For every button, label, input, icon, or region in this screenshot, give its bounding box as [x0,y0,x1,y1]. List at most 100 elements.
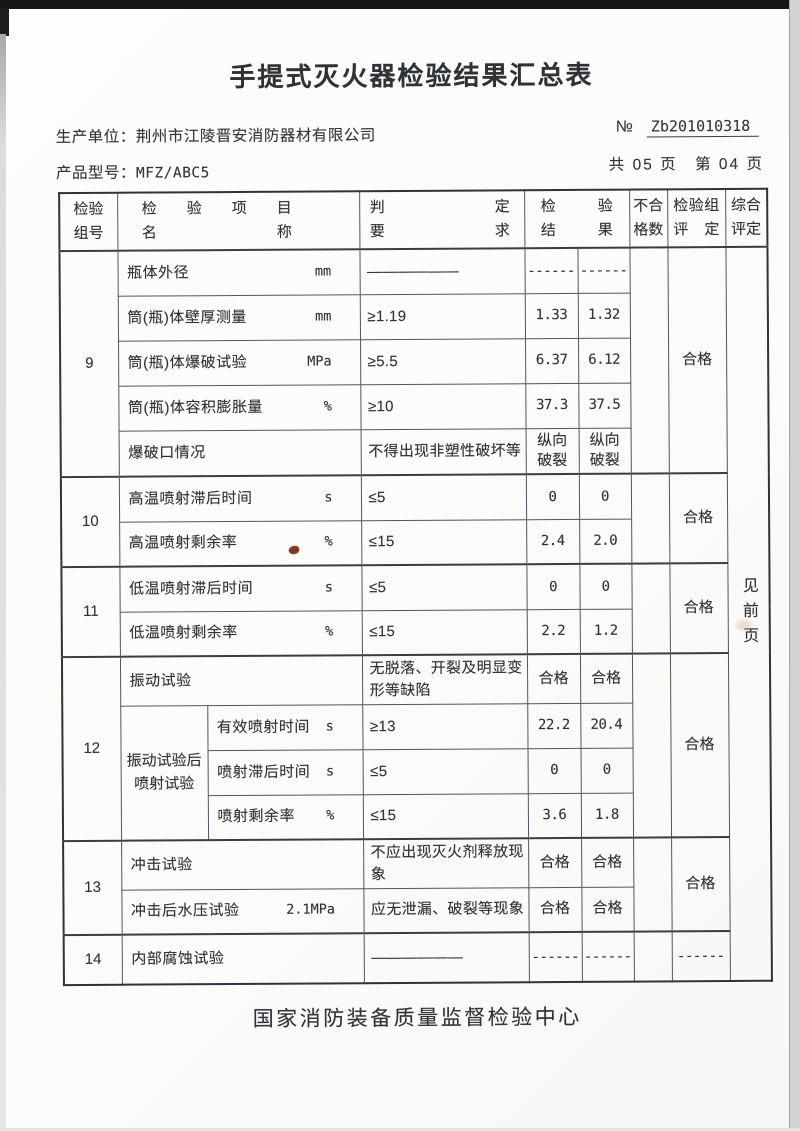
pages-info: 共 05 页 第 04 页 [608,155,765,174]
requirement: ≤5 [360,474,527,521]
result-1: 合格 [526,653,581,704]
item-unit: MPa [307,353,332,370]
scan-edge-left [0,34,6,1131]
col-header-requirement: 判定 要求 [359,190,525,250]
result-1: 0 [527,747,581,794]
item-name: 低温喷射滞后时间 [128,579,254,598]
item-name: 振动试验 [129,672,192,690]
result-1: 纵向破裂 [525,427,579,475]
result-1: 1.33 [524,292,579,339]
requirement: ≤15 [361,519,527,566]
requirement: ≥1.19 [359,293,526,340]
item-name: 筒(瓶)体容积膨胀量 [127,398,263,417]
item-name: 喷射滞后时间 [217,763,311,781]
table-row: 11 低温喷射滞后时间 s ≤5 0 0 合格 [61,563,769,658]
scan-edge-left-top [0,8,9,36]
item-cell: 筒(瓶)体爆破试验 MPa [118,339,361,386]
group-id: 12 [61,656,122,842]
table-row: 10 高温喷射滞后时间 s ≤5 0 0 合格 [60,473,769,568]
result-2: 纵向破裂 [578,427,631,474]
fail-count-cell [629,247,669,474]
requirement: —————— [359,248,525,295]
requirement: 不得出现非塑性破坏等 [360,428,526,476]
item-cell: 内部腐蚀试验 [121,933,364,985]
requirement: 无脱落、开裂及明显变形等缺陷 [361,654,528,705]
item-cell: 喷射剩余率% [207,794,364,841]
result-1: 3.6 [527,792,582,839]
item-name: 内部腐蚀试验 [131,950,225,968]
table-row: 9 瓶体外径 mm —————— ------ ------ 合格 见前页 [59,246,772,981]
group-eval: 合格 [671,836,730,932]
footer-org-name: 国家消防装备质量监督检验中心 [252,1005,582,1031]
result-2: ------ [581,931,634,982]
item-name: 筒(瓶)体壁厚测量 [127,308,247,327]
result-1: 37.3 [525,382,579,429]
col-header-item: 检验项目 名称 [117,191,360,251]
requirement: 应无泄漏、破裂等现象 [363,887,529,934]
item-unit: s [324,579,334,596]
result-1: 合格 [528,886,582,933]
result-2: 1.8 [580,792,634,838]
results-table: 检验 组号 检验项目 名称 判定 要求 [58,187,773,987]
result-2: 0 [580,747,633,793]
result-1: ------ [524,247,578,294]
group-id: 13 [63,840,122,936]
result-2: 0 [579,563,632,609]
result-1: 2.2 [526,608,580,655]
col-header-fail-count: 不合 格数 [629,189,668,248]
group-id: 11 [61,566,120,658]
producer-value: 荆州市江陵晋安消防器材有限公司 [135,127,376,146]
result-1: ------ [528,931,582,983]
item-cell: 筒(瓶)体容积膨胀量% [118,384,361,431]
item-cell: 冲击后水压试验 2.1MPa [121,888,364,935]
group-id: 14 [63,934,122,986]
fail-count-cell [631,653,672,838]
scan-edge-right [789,0,800,1131]
result-1: 0 [525,473,580,520]
group-eval: 合格 [668,473,728,564]
item-name: 高温喷射剩余率 [128,534,238,553]
item-cell: 高温喷射滞后时间 s [118,475,362,522]
result-2: 合格 [581,837,634,887]
result-2: 1.32 [577,292,631,338]
doc-no-line: № Zb201010318 [616,116,759,138]
item-name: 瓶体外径 [127,264,190,282]
item-cell: 瓶体外径 mm [117,249,360,296]
producer-line: 生产单位：荆州市江陵晋安消防器材有限公司 [56,123,376,147]
item-cell: 振动试验 [119,655,363,706]
col-header-group-no: 检验 组号 [59,192,118,252]
item-unit: % [325,623,334,640]
scan-edge-top [0,0,796,9]
item-cell: 筒(瓶)体壁厚测量 mm [117,294,361,341]
item-unit: % [323,398,332,415]
col-header-result: 检验 结果 [524,189,630,249]
requirement: ≥13 [362,703,528,750]
col-header-overall-eval: 综合 评定 [725,188,768,248]
requirement: 不应出现灭火剂释放现象 [363,838,529,889]
item-name: 有效喷射时间 [216,718,310,736]
result-1: 22.2 [527,702,581,749]
group-id: 9 [59,250,119,478]
result-1: 6.37 [525,337,579,384]
item-name: 高温喷射滞后时间 [128,489,253,508]
result-2: 20.4 [580,702,633,748]
result-1: 2.4 [526,518,580,565]
result-2: 2.0 [579,518,632,564]
item-name: 冲击后水压试验 [130,902,240,921]
result-2: 37.5 [578,382,631,428]
fail-count-cell [631,563,670,654]
requirement: ≥10 [360,383,526,430]
item-unit: s [324,489,333,506]
item-name: 低温喷射剩余率 [129,624,238,643]
result-1: 合格 [528,837,582,888]
requirement: —————— [363,932,529,984]
group-eval: 合格 [669,652,730,838]
table-row: 14 内部腐蚀试验 —————— ------ ------ ------ [63,930,772,986]
item-cell: 冲击试验 [121,839,364,890]
table-row: 13 冲击试验 不应出现灭火剂释放现象 合格 合格 合格 [63,836,771,936]
item-unit: % [324,533,333,550]
item-name: 喷射剩余率 [217,808,295,826]
overall-eval: 见前页 [739,576,758,652]
faint-smudge [736,620,752,631]
